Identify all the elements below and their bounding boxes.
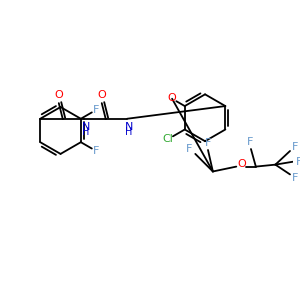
Text: O: O — [54, 90, 63, 100]
Text: H: H — [125, 128, 133, 137]
Text: F: F — [247, 137, 253, 147]
Text: F: F — [93, 146, 99, 156]
Text: Cl: Cl — [162, 134, 173, 144]
Text: O: O — [167, 94, 176, 103]
Text: F: F — [205, 138, 211, 148]
Text: H: H — [82, 128, 90, 137]
Text: F: F — [296, 157, 300, 167]
Text: O: O — [238, 159, 247, 169]
Text: N: N — [82, 122, 90, 132]
Text: F: F — [292, 142, 298, 152]
Text: O: O — [98, 90, 106, 100]
Text: F: F — [93, 105, 99, 115]
Text: N: N — [125, 122, 133, 132]
Text: F: F — [186, 144, 193, 154]
Text: F: F — [292, 173, 298, 183]
